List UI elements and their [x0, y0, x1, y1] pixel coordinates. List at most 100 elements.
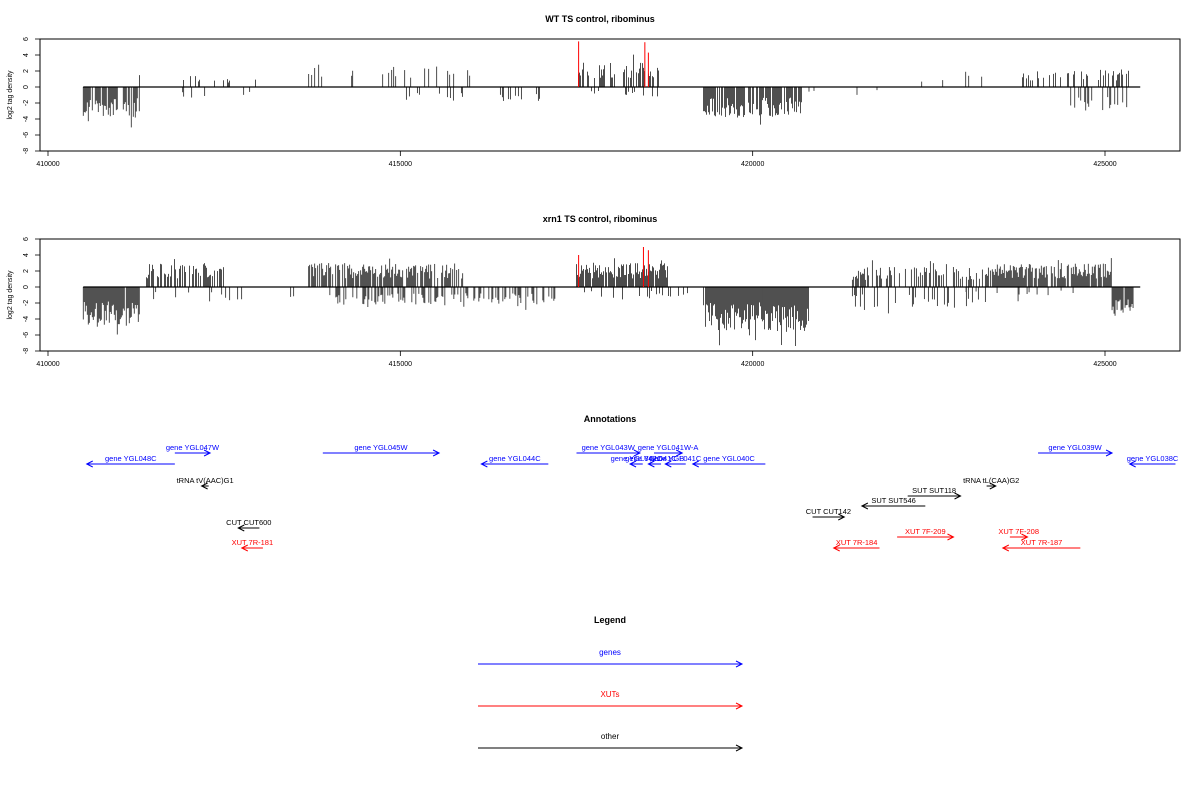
y-tick-label: 4: [23, 53, 30, 57]
feature-label: gene YGL048C: [105, 454, 157, 463]
feature-xuts[interactable]: XUT 7R-184: [832, 538, 880, 552]
arrow-head-icon: [237, 524, 245, 532]
arrow-head-icon: [860, 502, 869, 510]
arrow-head-icon: [989, 482, 997, 490]
feature-genes[interactable]: gene YGL048C: [85, 454, 175, 468]
feature-xuts[interactable]: XUT 7F-208: [998, 527, 1039, 541]
feature-label: tRNA tL(CAA)G2: [963, 476, 1019, 485]
feature-label: gene YGL042C: [611, 454, 663, 463]
arrow-head-icon: [633, 449, 642, 457]
feature-label: SUT SUT118: [912, 486, 956, 495]
y-tick-label: -2: [23, 300, 30, 306]
arrow-head-icon: [1001, 544, 1010, 552]
feature-other[interactable]: CUT CUT600: [226, 518, 271, 532]
plot-frame: [39, 38, 1181, 152]
feature-label: gene YGL039W: [1048, 443, 1102, 452]
feature-label: gene YGL041W-A: [638, 443, 699, 452]
arrow-head-icon: [691, 460, 699, 468]
feature-other[interactable]: tRNA tL(CAA)G2: [963, 476, 1019, 490]
feature-genes[interactable]: gene YGL039W: [1038, 443, 1114, 457]
feature-other[interactable]: SUT SUT118: [907, 486, 962, 500]
x-tick-label: 420000: [741, 361, 764, 368]
feature-genes[interactable]: gene YGL040C: [691, 454, 766, 468]
feature-label: gene YGL041C-B: [625, 454, 684, 463]
y-tick-label: 2: [23, 269, 30, 273]
x-tick-label: 410000: [36, 361, 59, 368]
feature-other[interactable]: tRNA tV(AAC)G1: [177, 476, 234, 490]
plot-frame: [39, 238, 1181, 352]
legend-label: genes: [599, 648, 621, 657]
feature-label: CUT CUT142: [806, 507, 851, 516]
feature-genes[interactable]: gene YGL042C: [611, 454, 663, 468]
y-tick-label: -2: [23, 100, 30, 106]
arrow-head-icon: [200, 482, 208, 490]
feature-label: gene YGL043W: [582, 443, 636, 452]
track-panel-1: WT TS control, ribominus -8 -6 -4 -2 0 2 4 6 log2…: [7, 14, 1181, 168]
feature-genes[interactable]: gene YGL038C: [1127, 454, 1179, 468]
feature-other[interactable]: CUT CUT142: [806, 507, 851, 521]
legend-label: XUTs: [600, 690, 619, 699]
arrow-head-icon: [85, 460, 93, 468]
y-tick-label: -8: [23, 348, 30, 354]
y-tick-label: -6: [23, 132, 30, 138]
y-tick-label: 6: [23, 237, 30, 241]
x-tick-label: 425000: [1093, 161, 1116, 168]
x-tick-label: 420000: [741, 161, 764, 168]
feature-label: XUT 7R-184: [836, 538, 878, 547]
feature-genes[interactable]: gene YGL041C: [650, 454, 702, 468]
feature-label: XUT 7F-208: [998, 527, 1039, 536]
feature-genes[interactable]: gene YGL043W: [576, 443, 642, 457]
feature-label: gene YGL040C: [703, 454, 755, 463]
y-tick-label: 0: [23, 85, 30, 89]
arrow-head-icon: [647, 460, 655, 468]
arrow-head-icon: [203, 449, 212, 457]
feature-label: CUT CUT600: [226, 518, 271, 527]
arrow-head-icon: [735, 702, 744, 710]
chart-title: xrn1 TS control, ribominus: [543, 214, 658, 224]
y-axis-label: log2 tag density: [7, 270, 14, 320]
feature-label: XUT 7R-187: [1021, 538, 1063, 547]
y-axis-label: log2 tag density: [7, 70, 14, 120]
arrow-head-icon: [838, 513, 846, 521]
arrow-head-icon: [480, 460, 488, 468]
annotations-title: Annotations: [584, 414, 637, 424]
x-tick-label: 410000: [36, 161, 59, 168]
arrow-head-icon: [664, 460, 672, 468]
arrow-head-icon: [954, 492, 962, 500]
legend-item-genes: genes: [478, 648, 744, 668]
chart-title: WT TS control, ribominus: [545, 14, 655, 24]
x-tick-label: 415000: [389, 361, 412, 368]
feature-label: SUT SUT546: [871, 496, 915, 505]
legend-item-xuts: XUTs: [478, 690, 744, 710]
feature-other[interactable]: SUT SUT546: [860, 496, 926, 510]
x-tick-label: 425000: [1093, 361, 1116, 368]
legend-title: Legend: [594, 615, 626, 625]
feature-genes[interactable]: gene YGL045W: [322, 443, 441, 457]
y-tick-label: -6: [23, 332, 30, 338]
feature-xuts[interactable]: XUT 7R-187: [1001, 538, 1081, 552]
feature-xuts[interactable]: XUT 7F-209: [897, 527, 955, 541]
feature-label: gene YGL045W: [354, 443, 408, 452]
arrow-head-icon: [628, 460, 637, 468]
arrow-head-icon: [1128, 460, 1136, 468]
y-tick-label: 6: [23, 37, 30, 41]
feature-genes[interactable]: gene YGL044C: [480, 454, 549, 468]
arrow-head-icon: [240, 544, 249, 552]
feature-xuts[interactable]: XUT 7R-181: [232, 538, 274, 552]
arrow-head-icon: [832, 544, 840, 552]
y-tick-label: 4: [23, 253, 30, 257]
y-tick-label: -4: [23, 316, 30, 322]
y-tick-label: 2: [23, 69, 30, 73]
track-panel-2: xrn1 TS control, ribominus -8 -6 -4 -2 0 2 4 6 lo…: [7, 214, 1181, 368]
feature-genes[interactable]: gene YGL041W-A: [638, 443, 699, 457]
y-tick-label: -4: [23, 116, 30, 122]
feature-genes[interactable]: gene YGL041C-B: [625, 454, 684, 468]
feature-label: gene YGL044C: [489, 454, 541, 463]
density-bars: [82, 54, 1129, 128]
feature-label: gene YGL038C: [1127, 454, 1179, 463]
arrow-head-icon: [1021, 533, 1029, 541]
feature-label: XUT 7F-209: [905, 527, 946, 536]
feature-genes[interactable]: gene YGL047W: [166, 443, 220, 457]
feature-label: tRNA tV(AAC)G1: [177, 476, 234, 485]
